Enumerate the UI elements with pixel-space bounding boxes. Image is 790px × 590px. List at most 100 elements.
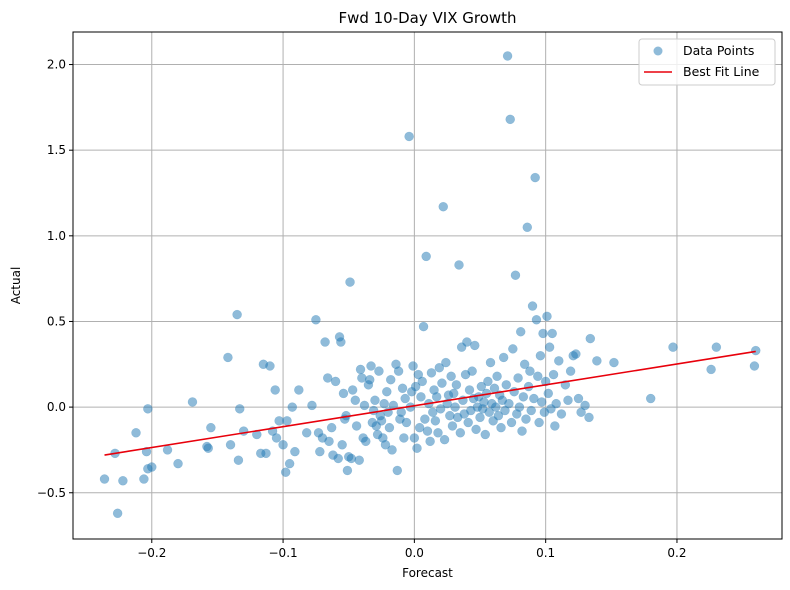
data-point [370, 395, 380, 406]
data-point [320, 337, 330, 347]
data-point [361, 436, 371, 447]
data-point [668, 342, 678, 352]
data-point [99, 474, 110, 484]
data-point [446, 371, 456, 382]
data-point [330, 376, 341, 387]
data-point [387, 445, 397, 455]
data-point [425, 436, 435, 447]
best-fit-line-layer [104, 350, 756, 456]
data-point [492, 371, 502, 382]
data-point [206, 422, 216, 433]
data-point [278, 440, 288, 450]
data-point [475, 412, 485, 423]
y-tick-label: 1.5 [47, 143, 66, 157]
data-point [441, 357, 451, 368]
data-point [585, 333, 596, 344]
x-tick-label: 0.0 [405, 546, 424, 560]
data-point [350, 395, 361, 406]
data-point [540, 376, 551, 387]
legend-data-points-label: Data Points [683, 43, 754, 58]
data-point [422, 426, 433, 436]
data-points-layer [99, 51, 761, 519]
data-point [501, 380, 512, 390]
data-point [354, 455, 364, 465]
data-point [376, 416, 387, 426]
data-point [408, 361, 418, 371]
data-point [346, 453, 357, 464]
data-point [357, 373, 367, 383]
data-point [287, 402, 298, 412]
data-point [462, 337, 472, 347]
data-point [380, 440, 391, 450]
data-point [467, 366, 477, 376]
data-point [173, 458, 183, 469]
data-point [471, 424, 481, 435]
data-point [223, 352, 233, 363]
data-point [412, 443, 422, 453]
data-point [307, 400, 317, 411]
data-point [439, 434, 450, 445]
legend: Data Points Best Fit Line [638, 38, 776, 86]
data-point [418, 321, 429, 332]
data-point [234, 404, 245, 414]
data-point [404, 131, 414, 142]
data-point [338, 388, 349, 399]
data-point [502, 51, 513, 61]
data-point [426, 368, 437, 378]
data-point [322, 373, 333, 383]
data-point [485, 357, 496, 368]
data-point [551, 398, 561, 409]
data-point [550, 421, 560, 431]
data-point [366, 361, 376, 371]
data-point [393, 366, 404, 376]
data-point [238, 426, 249, 436]
data-point [409, 433, 420, 443]
data-point [359, 400, 370, 411]
data-point [345, 277, 355, 287]
data-point [451, 380, 462, 390]
x-tick-label: 0.2 [667, 546, 686, 560]
chart-title: Fwd 10-Day VIX Growth [338, 9, 516, 27]
data-point [526, 405, 536, 416]
data-point [571, 349, 581, 359]
data-point [544, 342, 555, 352]
data-point [479, 397, 489, 407]
data-point [324, 436, 334, 447]
data-point [464, 385, 475, 395]
x-tick-label: −0.2 [137, 546, 166, 560]
data-point [333, 453, 343, 464]
data-point [470, 340, 480, 351]
data-point [430, 416, 441, 426]
data-point [225, 440, 236, 450]
data-point [543, 388, 554, 399]
data-point [401, 417, 412, 428]
data-point [455, 428, 466, 438]
data-point [592, 356, 602, 366]
data-point [364, 374, 375, 385]
y-axis-label: Actual [9, 267, 23, 305]
data-point [750, 345, 761, 356]
data-point [290, 446, 300, 457]
data-point [428, 407, 438, 417]
data-point [536, 397, 547, 407]
data-point [480, 429, 491, 440]
data-point [118, 476, 128, 486]
data-point [533, 371, 543, 382]
data-point [315, 446, 325, 457]
data-point [498, 352, 509, 363]
data-point [187, 397, 198, 407]
data-point [143, 404, 153, 414]
data-point [517, 426, 527, 436]
data-point [509, 386, 519, 397]
grid-layer [73, 32, 782, 539]
data-point [400, 393, 410, 404]
data-point [749, 361, 760, 371]
legend-box [638, 38, 776, 86]
data-point [531, 315, 542, 325]
data-point [563, 395, 573, 406]
data-point [476, 381, 487, 392]
best-fit-line [104, 350, 756, 456]
data-point [513, 373, 523, 383]
data-point [232, 309, 242, 320]
data-point [294, 385, 304, 395]
